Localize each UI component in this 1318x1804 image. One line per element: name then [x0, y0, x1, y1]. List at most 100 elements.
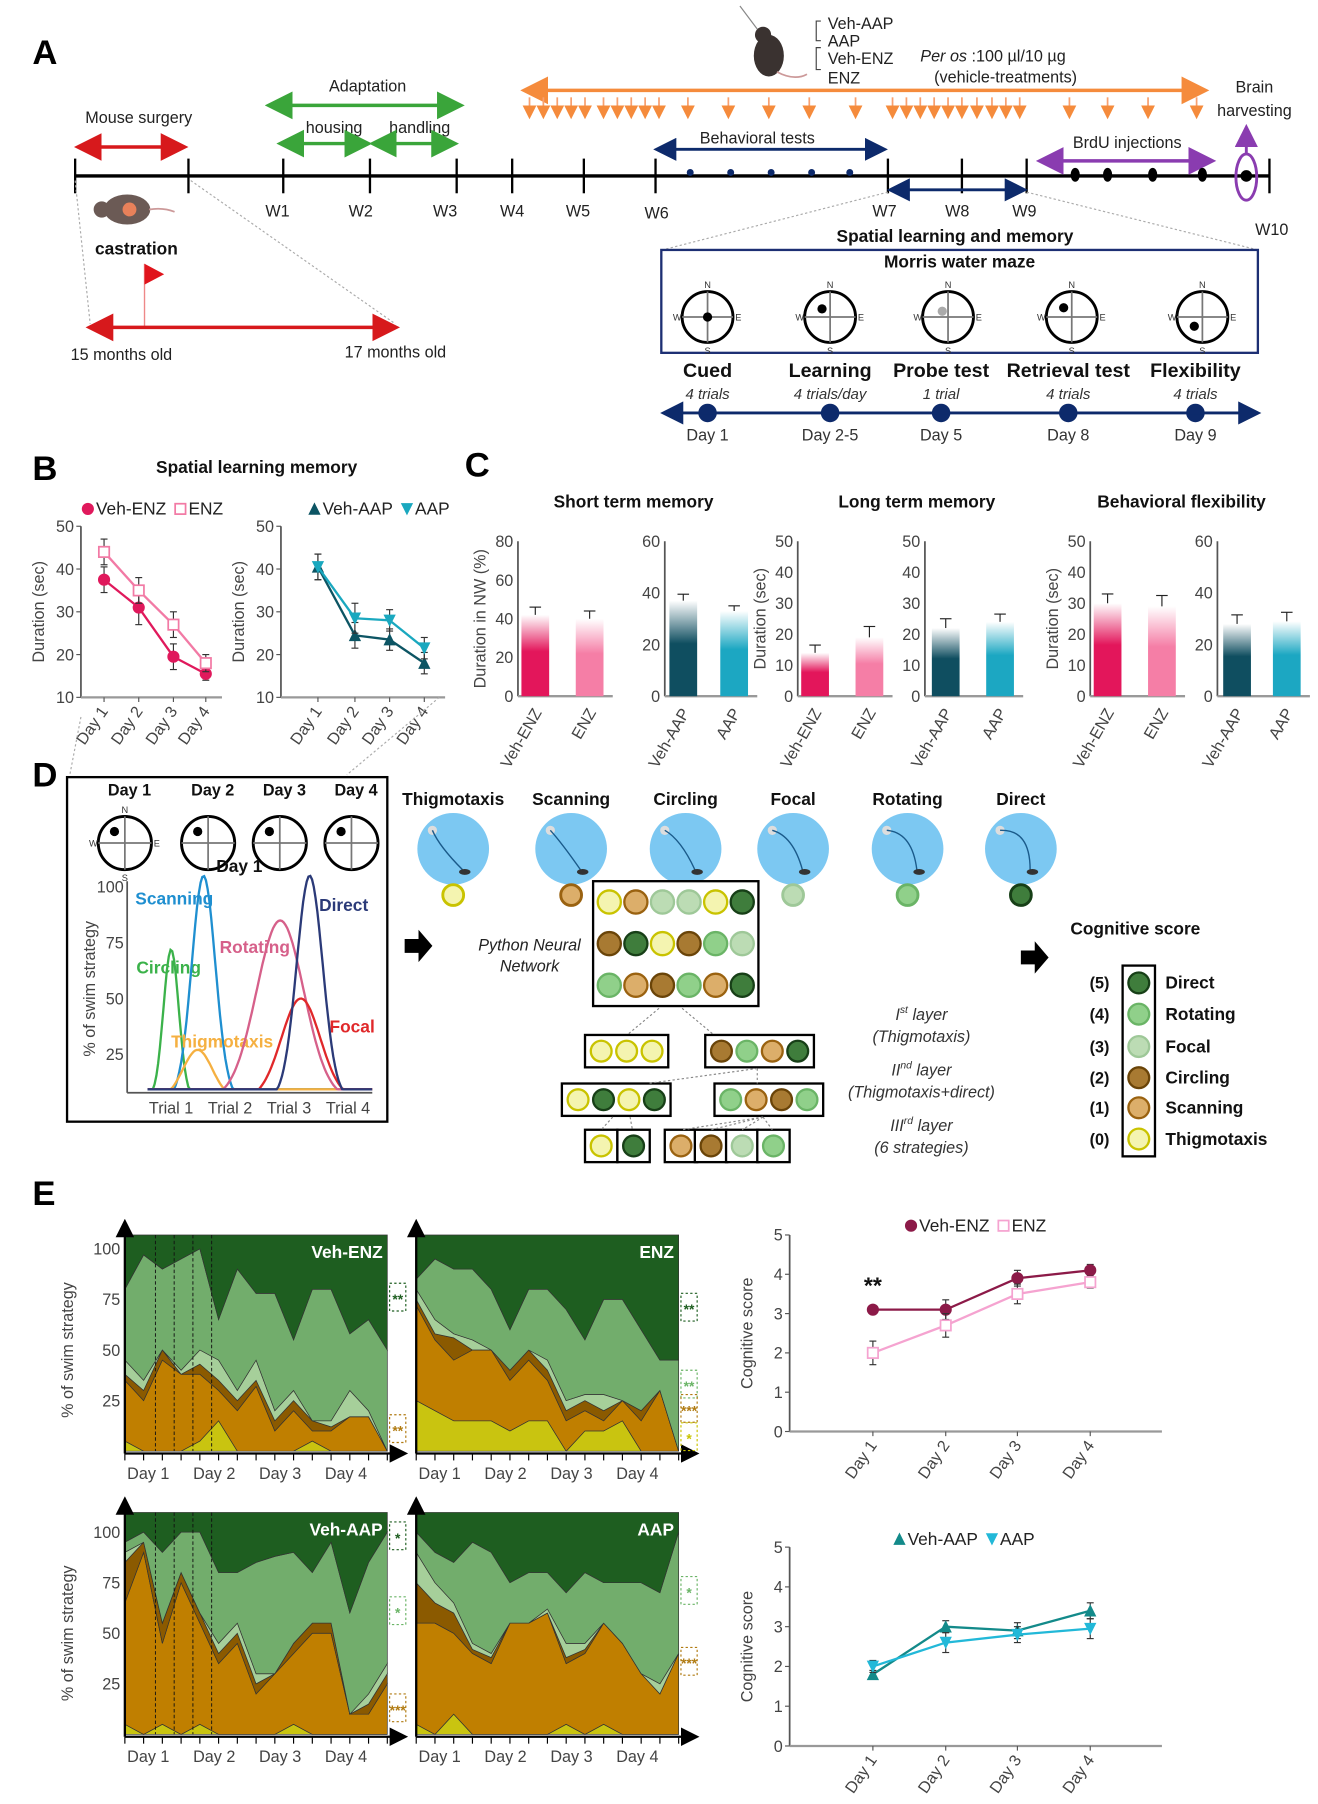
- pool-trajectory-icon: [871, 812, 944, 885]
- strategy-dot-rotating: [735, 1039, 759, 1063]
- compass-n: N: [1199, 280, 1206, 290]
- strategy-dot-focal: [649, 889, 676, 915]
- score-box: [1121, 964, 1157, 1158]
- legend-label: Veh-AAP: [908, 1529, 978, 1549]
- day-label: Day 2: [191, 782, 234, 800]
- panel-label-d: D: [32, 756, 57, 794]
- y-tick-label: 100: [93, 1241, 120, 1259]
- compass-s: S: [827, 346, 833, 356]
- score-strategy-label: Direct: [1165, 973, 1214, 993]
- area-chart-title: ENZ: [639, 1242, 674, 1262]
- day-pools: Day 1 N S W E Day 2 Day 3 Day 4: [89, 782, 380, 883]
- data-point: [939, 1319, 952, 1332]
- data-point: [348, 612, 362, 625]
- compass-e: E: [1099, 312, 1105, 322]
- data-point: [418, 642, 431, 655]
- layer-desc: (6 strategies): [874, 1139, 968, 1157]
- age-end-label: 17 months old: [345, 343, 447, 361]
- y-tick-label: 20: [1195, 636, 1213, 654]
- zoom-line: [68, 716, 82, 778]
- strategy-title: Rotating: [872, 789, 942, 809]
- layer-num: I: [895, 1006, 900, 1024]
- y-axis-label: Cognitive score: [739, 1591, 757, 1702]
- score-strategy-label: Focal: [1165, 1036, 1210, 1056]
- age-start-label: 15 months old: [71, 346, 173, 364]
- bar-chart-c5: 0 10 20 30 40 50 Duration (sec) Veh-ENZ ENZ: [1044, 533, 1186, 771]
- strategy-dot-direct: [786, 1039, 810, 1063]
- y-tick-label: 25: [106, 1046, 124, 1064]
- group-bracket: [815, 20, 821, 71]
- x-tick-label: Day 2: [915, 1752, 954, 1797]
- y-tick-label: 0: [784, 688, 793, 706]
- curve-chart-title: Day 1: [216, 856, 263, 876]
- bar-ENZ: [575, 618, 604, 697]
- y-tick-label: 0: [1204, 688, 1213, 706]
- line-chart-e-cog-aap: 0 1 2 3 4 5 Day 1 Day 2 Day 3 Day 4 Cognitive scor…: [739, 1529, 1162, 1797]
- mouse-icon: [739, 5, 808, 78]
- arrow-right-icon: [1020, 941, 1049, 974]
- zoom-line: [74, 180, 91, 324]
- panel-a-timeline: W1 W2 W3 W4 W5 W6 W7 W8 W9 W10 Mouse sur…: [71, 5, 1292, 445]
- curve-label: Rotating: [220, 937, 290, 957]
- x-tick-label: Day 1: [842, 1437, 881, 1482]
- bar-Veh-AAP: [669, 600, 698, 697]
- significance-annotation: **: [864, 1272, 882, 1298]
- significance-bracket: [680, 1393, 698, 1423]
- line-chart-e-cog-enz: 0 1 2 3 4 5 Day 1 Day 2 Day 3 Day 4 Cognitive scor…: [739, 1215, 1162, 1482]
- y-tick-label: 10: [256, 689, 274, 707]
- panel-c-title-short-term: Short term memory: [554, 492, 714, 512]
- area-chart-title: Veh-ENZ: [311, 1242, 383, 1262]
- phase-trials: 4 trials: [685, 386, 730, 403]
- network-label: Python Neural: [478, 937, 581, 955]
- strategy-title: Thigmotaxis: [402, 789, 504, 809]
- network-label: Network: [500, 957, 560, 975]
- strategy-dot-direct: [623, 930, 649, 957]
- x-tick-label: Day 2: [484, 1748, 526, 1766]
- strategy-dot-rotating: [1127, 1002, 1151, 1026]
- x-tick-label: Day 2: [324, 703, 363, 748]
- score-value: (2): [1090, 1070, 1110, 1088]
- mwm-phases: Cued 4 trials Day 1 Learning 4 trials/day Day…: [683, 360, 1241, 445]
- bar-Veh-ENZ: [521, 614, 550, 697]
- x-tick-label: Day 3: [550, 1748, 592, 1766]
- mwm-box-title: Morris water maze: [884, 251, 1036, 271]
- y-tick-label: 0: [774, 1738, 783, 1756]
- series-line-Veh-AAP: [872, 1609, 1091, 1676]
- x-tick-label: Day 1: [127, 1465, 169, 1483]
- day-label: Day 4: [335, 782, 378, 800]
- phase-trials: 4 trials/day: [794, 386, 868, 403]
- mouse-icon: [691, 869, 703, 875]
- y-axis-label: Duration (sec): [1044, 568, 1062, 670]
- panel-c-title-flexibility: Behavioral flexibility: [1097, 492, 1266, 512]
- connector: [710, 1116, 764, 1131]
- castration-label: castration: [95, 239, 178, 259]
- y-tick-label: 50: [256, 518, 274, 536]
- connector: [741, 1116, 764, 1131]
- platform-dot: [937, 306, 947, 316]
- strategy-dot-focal: [676, 889, 702, 915]
- significance-label: **: [684, 1378, 695, 1394]
- y-tick-label: 10: [1068, 657, 1086, 675]
- bar-chart-c3: 0 10 20 30 40 50 Duration (sec) Veh-ENZ ENZ: [751, 533, 893, 771]
- compass-s: S: [122, 873, 128, 883]
- adaptation-label: Adaptation: [329, 78, 406, 96]
- strategy-dot-thigmotaxis: [596, 889, 623, 915]
- data-point: [97, 573, 111, 586]
- compass-e: E: [858, 312, 864, 322]
- y-tick-label: 40: [495, 611, 513, 629]
- score-strategy-label: Circling: [1165, 1068, 1230, 1088]
- score-value: (5): [1090, 975, 1110, 993]
- compass-e: E: [976, 312, 982, 322]
- strategy-dot-rotating: [676, 972, 702, 998]
- score-value: (1): [1090, 1100, 1110, 1118]
- data-point: [893, 1532, 906, 1545]
- area-direct: [124, 1512, 388, 1615]
- y-tick-label: 0: [774, 1423, 783, 1441]
- score-strategy-label: Thigmotaxis: [1165, 1129, 1267, 1149]
- x-tick-label: Day 1: [419, 1748, 461, 1766]
- significance-bracket: [389, 1282, 407, 1312]
- layer-name: IIIrd layer: [890, 1116, 953, 1135]
- connector: [682, 1116, 764, 1131]
- cognitive-score-title: Cognitive score: [1070, 918, 1200, 938]
